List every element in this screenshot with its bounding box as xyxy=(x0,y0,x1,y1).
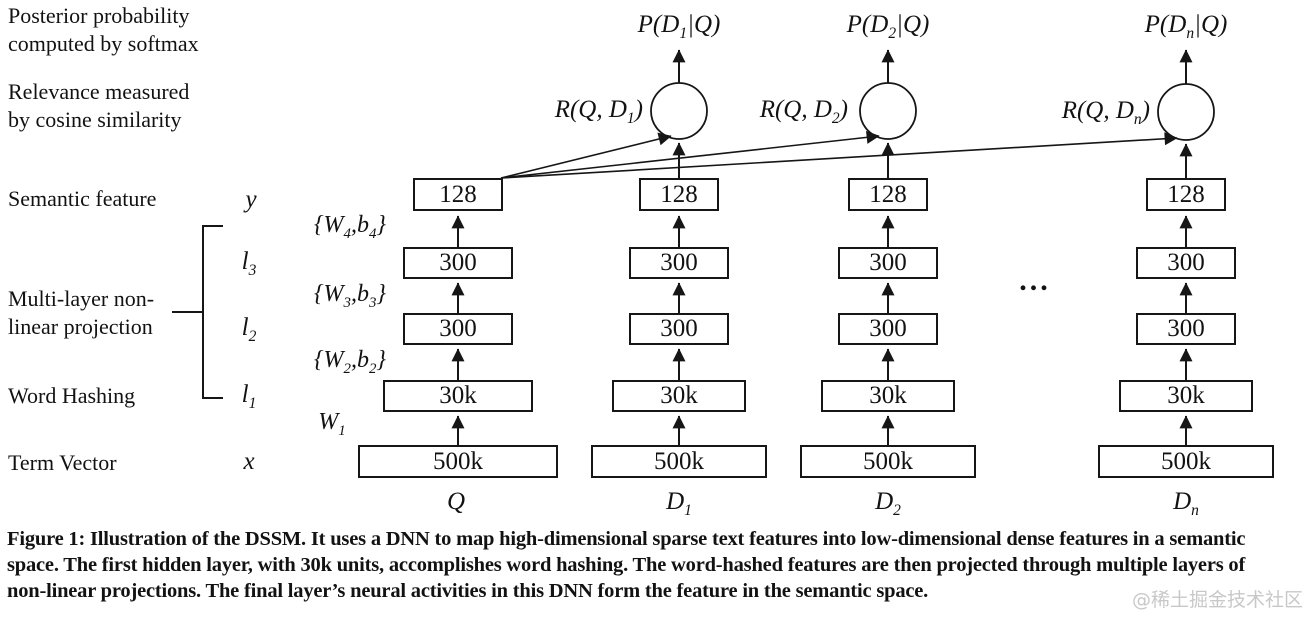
layer-box-q-500k: 500k xyxy=(358,445,558,478)
layer-group-bracket xyxy=(172,225,223,399)
r-label-d1: R(Q, D1) xyxy=(554,96,643,127)
column-label-d2: D2 xyxy=(875,488,901,519)
cosine-circle-dn xyxy=(1157,83,1215,141)
semantic-feature-label: Semantic feature xyxy=(8,186,157,211)
var-x: x xyxy=(243,448,255,475)
multilayer-label-line2: linear projection xyxy=(8,314,153,339)
layer-box-dn-300b: 300 xyxy=(1136,313,1236,345)
caption-line-3: non-linear projections. The final layer’… xyxy=(7,580,929,602)
layer-box-d2-500k: 500k xyxy=(800,445,976,478)
layer-box-d2-30k: 30k xyxy=(821,380,955,412)
query-to-cosine-lines xyxy=(500,130,1178,179)
relevance-label-line1: Relevance measured xyxy=(8,79,190,104)
layer-arrows xyxy=(451,49,1193,445)
layer-box-d1-128: 128 xyxy=(639,178,719,211)
weights-w1: W1 xyxy=(318,409,346,439)
layer-box-d1-300b: 300 xyxy=(629,313,729,345)
p-label-dn: P(Dn|Q) xyxy=(1144,11,1228,42)
caption-line-2: space. The first hidden layer, with 30k … xyxy=(7,554,1246,576)
relevance-label-line2: by cosine similarity xyxy=(8,107,182,132)
layer-box-dn-300a: 300 xyxy=(1136,247,1236,279)
var-l1: l1 xyxy=(241,381,257,412)
caption-line-1: Figure 1: Illustration of the DSSM. It u… xyxy=(7,528,1246,550)
word-hashing-label: Word Hashing xyxy=(8,383,136,408)
layer-box-q-30k: 30k xyxy=(383,380,533,412)
weights-w4b4: {W4,b4} xyxy=(313,212,387,242)
layer-box-d2-300a: 300 xyxy=(838,247,938,279)
weights-w3b3: {W3,b3} xyxy=(313,281,387,311)
term-vector-label: Term Vector xyxy=(8,450,117,475)
layer-box-q-300b: 300 xyxy=(403,313,513,345)
ellipsis-dots: ... xyxy=(1019,264,1051,297)
layer-box-dn-128: 128 xyxy=(1146,178,1226,211)
layer-box-dn-30k: 30k xyxy=(1119,380,1253,412)
layer-box-q-300a: 300 xyxy=(403,247,513,279)
r-label-d2: R(Q, D2) xyxy=(759,96,848,127)
weights-w2b2: {W2,b2} xyxy=(313,347,387,377)
watermark: @稀土掘金技术社区 xyxy=(1131,589,1303,611)
layer-box-dn-500k: 500k xyxy=(1098,445,1274,478)
layer-box-d1-500k: 500k xyxy=(591,445,767,478)
cosine-node-circles xyxy=(650,82,1215,141)
var-y: y xyxy=(245,186,257,213)
layer-box-d1-300a: 300 xyxy=(629,247,729,279)
multilayer-label-line1: Multi-layer non- xyxy=(8,286,155,311)
var-l3: l3 xyxy=(241,248,257,279)
r-label-dn: R(Q, Dn) xyxy=(1061,97,1150,128)
layer-box-q-128: 128 xyxy=(413,178,503,211)
layer-box-d2-300b: 300 xyxy=(838,313,938,345)
column-label-dn: Dn xyxy=(1173,488,1199,519)
layer-box-d1-30k: 30k xyxy=(612,380,746,412)
var-l2: l2 xyxy=(241,314,257,345)
posterior-label-line1: Posterior probability xyxy=(8,3,190,28)
column-label-d1: D1 xyxy=(666,488,692,519)
layer-box-d2-128: 128 xyxy=(848,178,928,211)
cosine-circle-d2 xyxy=(859,82,917,140)
column-label-q: Q xyxy=(446,488,466,515)
posterior-label-line2: computed by softmax xyxy=(8,31,199,56)
cosine-circle-d1 xyxy=(650,82,708,140)
p-label-d1: P(D1|Q) xyxy=(637,11,721,42)
p-label-d2: P(D2|Q) xyxy=(846,11,930,42)
